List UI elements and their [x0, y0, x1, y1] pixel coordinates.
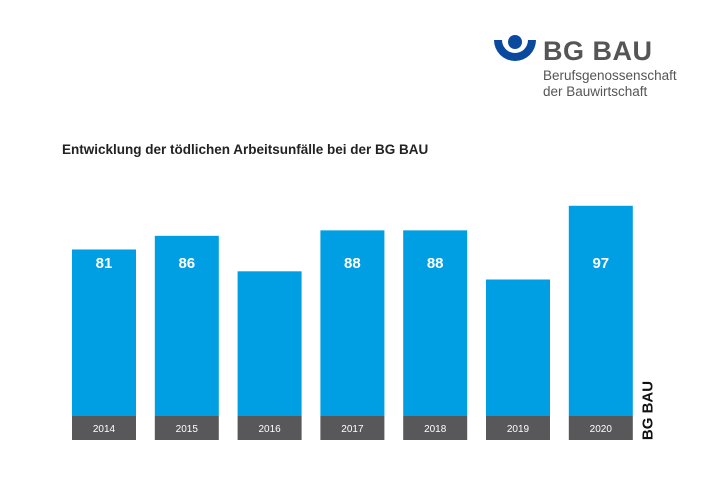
bar-2020: [568, 205, 633, 416]
data-label: 97: [592, 255, 609, 272]
x-tick-label: 2016: [258, 424, 281, 435]
data-label: 88: [427, 255, 444, 272]
bar-2014: [72, 249, 136, 416]
year-band-2016: [237, 416, 302, 440]
x-tick-label: 2019: [507, 424, 530, 435]
bar-2016: [237, 271, 302, 416]
bg-bau-logo-icon: [494, 35, 536, 61]
data-label: 88: [344, 255, 361, 272]
year-band-2019: [486, 416, 550, 440]
x-tick-label: 2014: [93, 424, 116, 435]
x-tick-label: 2020: [590, 424, 613, 435]
year-band-2015: [154, 416, 219, 440]
data-label: 86: [178, 255, 195, 272]
x-tick-label: 2017: [341, 424, 364, 435]
chart-title: Entwicklung der tödlichen Arbeitsunfälle…: [62, 142, 429, 157]
year-band-2017: [320, 416, 385, 440]
bar-2018: [403, 230, 468, 416]
logo-subtitle-1: Berufsgenossenschaft: [543, 68, 677, 83]
bar-2017: [320, 230, 385, 416]
data-label: 81: [96, 255, 113, 272]
source-label: BG BAU: [639, 380, 657, 441]
data-label: 73: [261, 255, 278, 272]
logo-title: BG BAU: [543, 36, 653, 66]
bar-2015: [154, 235, 219, 416]
data-label: 70: [510, 255, 527, 272]
year-band-2014: [72, 416, 136, 440]
bar-2019: [486, 279, 550, 416]
year-band-2020: [568, 416, 633, 440]
x-tick-label: 2018: [424, 424, 447, 435]
year-band-2018: [403, 416, 468, 440]
logo-subtitle-2: der Bauwirtschaft: [543, 84, 648, 99]
x-tick-label: 2015: [176, 424, 199, 435]
